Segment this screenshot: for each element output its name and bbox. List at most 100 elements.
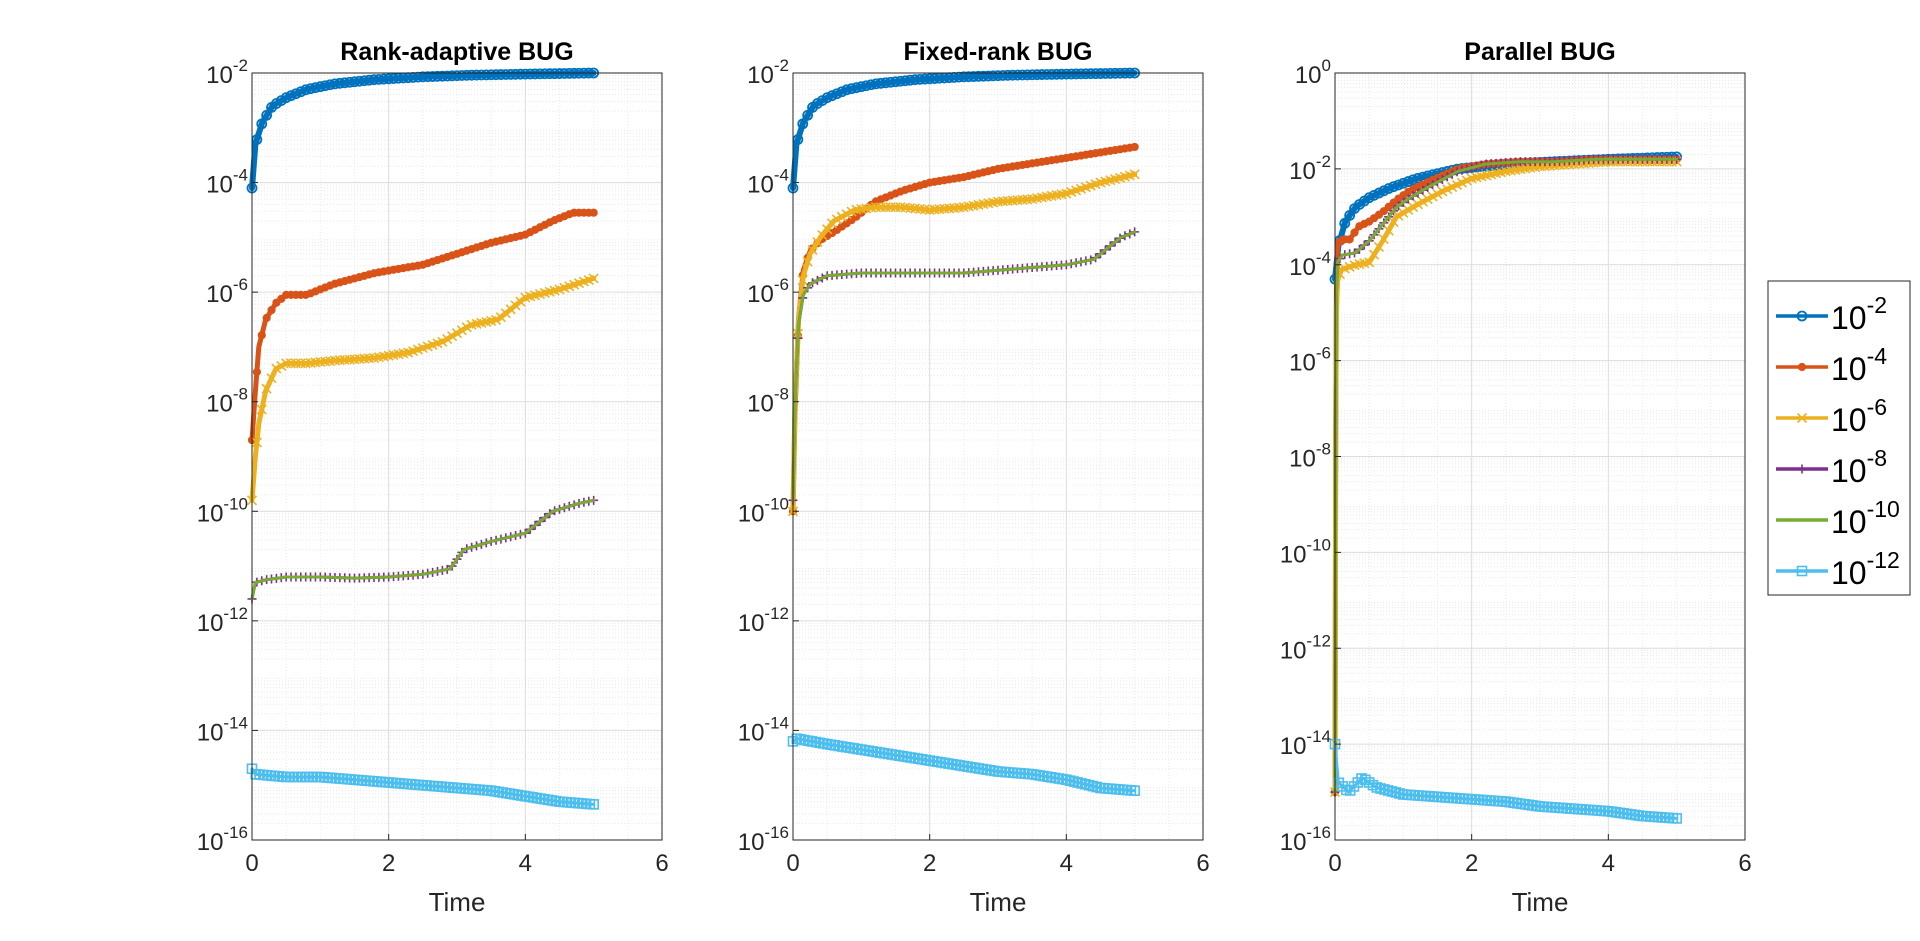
data-point: [1383, 183, 1395, 194]
y-tick-label: 10-2: [747, 56, 789, 89]
series-group: [246, 67, 600, 810]
data-point: [256, 118, 268, 130]
y-tick-label: 10-12: [738, 604, 789, 637]
panels: 10-16 10-14 10-12 10-10 10-8 10-6 10-4 10-2 0 2 4 6…: [197, 38, 1752, 917]
data-point: [437, 336, 448, 347]
data-point: [490, 314, 502, 325]
data-point: [831, 88, 843, 100]
data-point: [261, 383, 272, 394]
data-point: [280, 92, 292, 104]
x-tick-label: 4: [519, 850, 532, 877]
data-point: [442, 334, 453, 345]
legend-marker: [1796, 310, 1808, 322]
x-tick-label: 6: [1196, 850, 1209, 877]
data-point: [851, 82, 862, 94]
data-point: [1393, 210, 1404, 221]
data-point: [251, 437, 262, 448]
x-tick-label: 2: [923, 850, 936, 877]
data-point: [1402, 176, 1414, 187]
data-point: [1422, 194, 1433, 205]
data-point: [319, 80, 331, 92]
data-point: [1368, 249, 1380, 260]
legend-label: 10-2: [1831, 292, 1887, 336]
y-tick-label: 10-16: [1280, 823, 1331, 856]
series-group: [787, 67, 1141, 796]
y-tick-label: 10-12: [197, 604, 248, 637]
y-tick-label: 10-10: [197, 494, 248, 527]
data-point: [821, 92, 833, 104]
y-tick-label: 10-16: [197, 823, 248, 856]
y-tick-label: 100: [1295, 56, 1331, 89]
y-tick-label: 10-6: [747, 275, 789, 308]
chart-panel-3: 10-16 10-14 10-12 10-10 10-8 10-6 10-4 10-2 100 0…: [1280, 38, 1752, 917]
data-point: [1398, 207, 1409, 218]
data-point: [1350, 228, 1359, 237]
y-tick-label: 10-4: [1289, 248, 1331, 281]
data-point: [826, 90, 838, 102]
data-point: [831, 214, 842, 225]
data-point: [1427, 191, 1438, 202]
legend-marker: [1796, 412, 1808, 424]
data-point: [285, 90, 297, 102]
series-5: [791, 230, 1137, 502]
data-point: [865, 79, 877, 91]
data-point: [797, 118, 809, 130]
y-tick-label: 10-2: [206, 56, 248, 89]
x-axis-label: Time: [429, 887, 486, 917]
data-point: [276, 360, 287, 372]
legend-marker: [1797, 362, 1807, 372]
data-point: [589, 208, 598, 217]
y-tick-label: 10-14: [738, 713, 789, 746]
data-point: [266, 373, 277, 384]
data-point: [295, 86, 307, 98]
x-tick-label: 6: [1738, 850, 1751, 877]
legend-box: [1767, 280, 1911, 596]
y-tick-label: 10-14: [1280, 727, 1331, 760]
legend-label: 10-12: [1831, 547, 1900, 591]
data-point: [314, 81, 326, 93]
data-point: [1129, 785, 1140, 796]
y-tick-label: 10-10: [738, 494, 789, 527]
x-tick-label: 6: [655, 850, 668, 877]
data-point: [257, 331, 266, 340]
y-tick-label: 10-4: [747, 166, 789, 199]
data-point: [836, 86, 848, 98]
data-point: [841, 84, 853, 96]
data-point: [1403, 204, 1414, 216]
x-tick-label: 2: [382, 850, 395, 877]
data-point: [802, 109, 814, 121]
x-tick-label: 0: [245, 850, 258, 877]
legend-marker: [1797, 464, 1807, 474]
legend-entry: 10-2: [1776, 292, 1887, 336]
data-point: [836, 211, 847, 222]
y-tick-label: 10-10: [1280, 535, 1331, 568]
data-point: [1344, 210, 1356, 221]
series-5: [1333, 157, 1679, 794]
series-6: [246, 763, 599, 810]
data-point: [310, 82, 321, 94]
x-tick-label: 4: [1060, 850, 1073, 877]
chart-title: Rank-adaptive BUG: [340, 38, 573, 66]
series-1: [787, 67, 1141, 194]
data-point: [256, 404, 267, 415]
data-point: [588, 273, 599, 284]
data-point: [807, 244, 818, 255]
x-tick-label: 0: [786, 850, 799, 877]
data-point: [305, 83, 316, 95]
x-axis-label: Time: [1512, 887, 1569, 917]
y-tick-label: 10-16: [738, 823, 789, 856]
data-point: [812, 236, 823, 248]
series-line-overlay: [1334, 158, 1677, 793]
data-point: [456, 325, 467, 336]
y-tick-label: 10-8: [1289, 440, 1331, 473]
data-point: [1412, 199, 1424, 210]
data-point: [1378, 234, 1389, 245]
x-tick-label: 2: [1465, 850, 1478, 877]
x-tick-label: 0: [1328, 850, 1341, 877]
data-point: [588, 799, 599, 810]
series-line-overlay: [251, 499, 594, 600]
y-tick-label: 10-2: [1289, 152, 1331, 185]
data-point: [846, 83, 857, 95]
